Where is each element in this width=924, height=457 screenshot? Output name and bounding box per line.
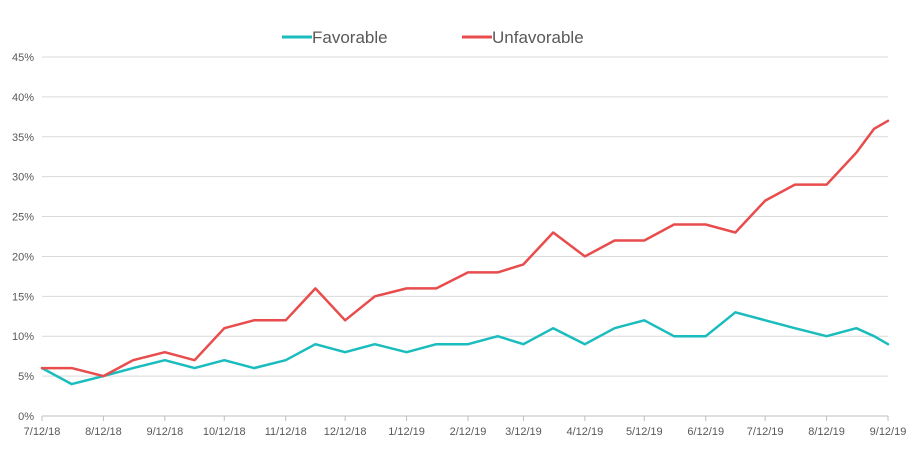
x-tick-label: 3/12/19 bbox=[505, 426, 542, 438]
y-tick-label: 15% bbox=[12, 291, 34, 303]
y-tick-label: 0% bbox=[18, 411, 34, 423]
x-tick-label: 4/12/19 bbox=[567, 426, 604, 438]
y-tick-label: 10% bbox=[12, 331, 34, 343]
x-tick-label: 9/12/18 bbox=[146, 426, 183, 438]
x-tick-label: 5/12/19 bbox=[626, 426, 663, 438]
legend-label: Favorable bbox=[312, 28, 388, 47]
y-axis-ticks: 0% 5% 10% 15% 20% 25% 30% 35% 40% 45% bbox=[12, 52, 34, 423]
series-line-unfavorable bbox=[40, 119, 890, 378]
x-tick-label: 10/12/18 bbox=[203, 426, 246, 438]
x-tick-label: 6/12/19 bbox=[687, 426, 724, 438]
x-tick-label: 1/12/19 bbox=[388, 426, 425, 438]
x-tick-label: 8/12/19 bbox=[808, 426, 845, 438]
x-tick-label: 11/12/18 bbox=[265, 426, 307, 438]
y-tick-label: 45% bbox=[12, 52, 34, 64]
x-tick-label: 2/12/19 bbox=[450, 426, 487, 438]
series-lines bbox=[40, 119, 890, 386]
series-line-favorable bbox=[40, 311, 890, 386]
x-tick-label: 12/12/18 bbox=[324, 426, 367, 438]
y-tick-label: 35% bbox=[12, 132, 34, 144]
x-tick-label: 7/12/18 bbox=[24, 426, 61, 438]
legend-label: Unfavorable bbox=[492, 28, 584, 47]
x-tick-label: 7/12/19 bbox=[747, 426, 784, 438]
y-tick-label: 5% bbox=[18, 371, 34, 383]
x-tick-label: 8/12/18 bbox=[85, 426, 122, 438]
y-tick-label: 20% bbox=[12, 251, 34, 263]
gridlines bbox=[42, 56, 888, 417]
x-tick-label: 9/12/19 bbox=[870, 426, 907, 438]
y-tick-label: 40% bbox=[12, 92, 34, 104]
y-tick-label: 25% bbox=[12, 212, 34, 224]
x-axis-ticks: 7/12/18 8/12/18 9/12/18 10/12/18 11/12/18 12/… bbox=[24, 416, 907, 438]
y-tick-label: 30% bbox=[12, 172, 34, 184]
legend: Favorable Unfavorable bbox=[282, 28, 584, 47]
